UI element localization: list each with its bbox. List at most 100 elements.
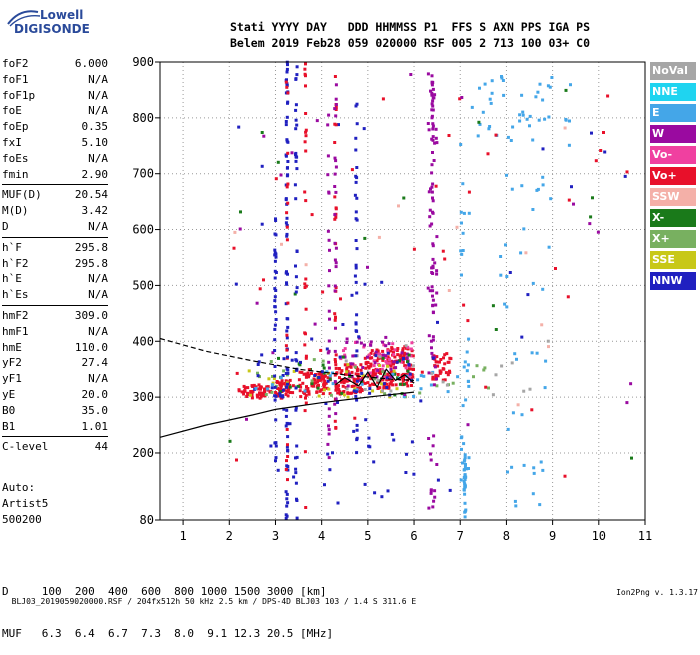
echo-point	[243, 386, 247, 390]
echo-point	[500, 364, 504, 368]
header-line2: Belem 2019 Feb28 059 020000 RSF 005 2 71…	[230, 36, 591, 50]
echo-point	[304, 356, 308, 360]
echo-point	[349, 365, 353, 369]
distance-row: D 100 200 400 600 800 1000 1500 3000 [km…	[2, 585, 327, 598]
echo-point	[464, 398, 468, 402]
param-value: 110.0	[74, 340, 108, 354]
echo-point	[286, 100, 290, 104]
echo-point	[388, 358, 392, 361]
echo-point	[276, 468, 280, 472]
echo-point	[354, 372, 358, 376]
echo-point	[293, 292, 297, 296]
echo-point	[328, 468, 332, 472]
echo-point	[304, 84, 307, 88]
echo-point	[428, 224, 432, 228]
echo-point	[531, 138, 535, 142]
echo-point	[274, 233, 278, 237]
echo-point	[541, 98, 545, 102]
curve-trace	[335, 368, 415, 389]
param-row: foE N/A	[2, 103, 108, 119]
echo-point	[381, 358, 385, 362]
echo-point	[333, 107, 337, 111]
echo-point	[381, 349, 385, 353]
echo-point	[326, 173, 330, 177]
echo-point	[304, 307, 308, 311]
echo-point	[431, 124, 435, 128]
echo-point	[606, 94, 610, 98]
echo-point	[355, 438, 359, 442]
y-tick-label: 600	[132, 223, 154, 237]
echo-point	[371, 389, 375, 393]
autoscaling-info: Auto: Artist5 500200	[2, 480, 48, 528]
echo-point	[369, 343, 373, 347]
echo-point	[322, 388, 326, 392]
param-row: foEs N/A	[2, 151, 108, 167]
echo-point	[228, 439, 232, 443]
echo-point	[528, 387, 532, 391]
echo-point	[328, 248, 331, 252]
echo-point	[350, 384, 354, 388]
echo-point	[356, 378, 360, 381]
echo-point	[463, 515, 467, 519]
param-name: hmF2	[2, 308, 29, 322]
echo-point	[461, 461, 464, 465]
echo-point	[490, 79, 494, 83]
echo-point	[419, 374, 423, 378]
echo-point	[260, 131, 264, 134]
echo-point	[294, 118, 298, 122]
echo-point	[398, 382, 402, 386]
echo-point	[266, 385, 270, 389]
echo-point	[356, 375, 360, 379]
param-value: 44	[94, 440, 108, 454]
header-line1: Stati YYYY DAY DDD HHMMSS P1 FFS S AXN P…	[230, 20, 591, 34]
echo-point	[294, 77, 298, 81]
echo-point	[594, 159, 598, 163]
echo-point	[429, 491, 433, 495]
echo-point	[427, 371, 431, 375]
echo-point	[284, 513, 288, 517]
echo-point	[285, 282, 289, 286]
echo-point	[499, 273, 503, 277]
echo-point	[462, 211, 466, 215]
echo-point	[355, 423, 359, 427]
echo-point	[463, 456, 467, 460]
echo-point	[441, 249, 445, 253]
echo-point	[355, 388, 359, 392]
echo-point	[419, 399, 423, 403]
echo-point	[274, 219, 278, 222]
echo-point	[515, 357, 518, 361]
echo-point	[315, 119, 319, 123]
echo-point	[410, 341, 414, 345]
echo-point	[306, 371, 310, 375]
echo-point	[438, 371, 442, 375]
echo-point	[285, 83, 289, 87]
echo-point	[520, 335, 524, 339]
echo-point	[521, 110, 525, 114]
echo-point	[409, 354, 413, 358]
echo-point	[304, 393, 308, 397]
echo-point	[285, 492, 289, 496]
echo-point	[401, 349, 405, 353]
echo-point	[258, 391, 261, 395]
echo-point	[448, 370, 452, 374]
echo-point	[449, 357, 453, 361]
param-row: foF1 N/A	[2, 72, 108, 88]
echo-point	[435, 272, 439, 276]
echo-point	[297, 378, 301, 382]
echo-point	[245, 417, 248, 421]
echo-point	[242, 392, 246, 396]
echo-point	[286, 443, 289, 447]
echo-point	[334, 190, 338, 194]
echo-point	[304, 354, 308, 358]
echo-point	[502, 93, 506, 97]
echo-point	[389, 389, 393, 393]
param-row: h`Es N/A	[2, 287, 108, 303]
echo-point	[460, 252, 464, 256]
echo-points	[228, 60, 633, 520]
echo-point	[342, 381, 346, 385]
echo-point	[386, 355, 390, 359]
echo-point	[381, 389, 384, 393]
echo-point	[391, 372, 395, 376]
echo-point	[369, 340, 373, 344]
chart-grid	[160, 61, 646, 521]
